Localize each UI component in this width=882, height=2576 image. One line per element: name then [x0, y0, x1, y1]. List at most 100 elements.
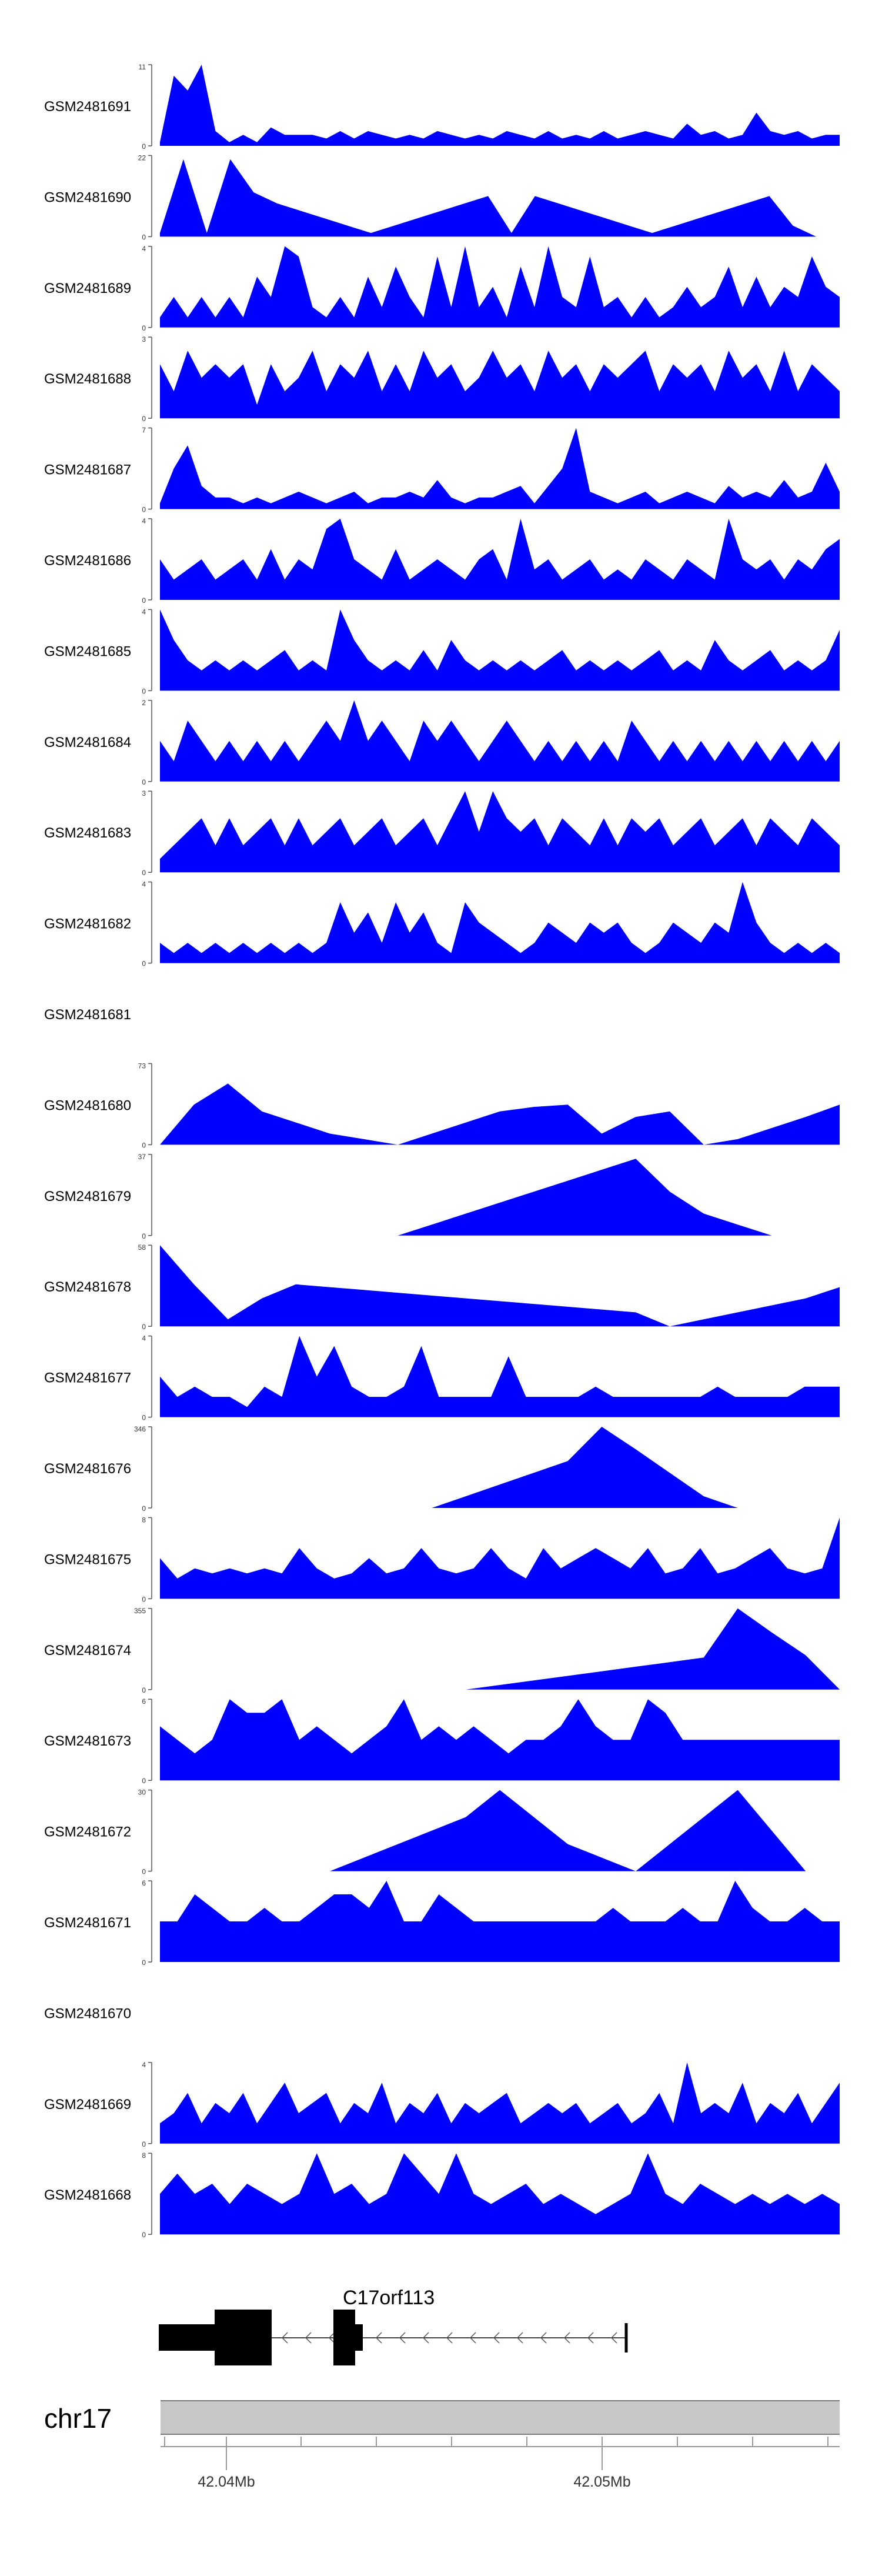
chromosome-ideogram: chr17 42.04Mb 42.05Mb: [44, 2400, 840, 2490]
track-GSM2481670: GSM2481670: [44, 2006, 131, 2021]
y-axis-min-label: 0: [142, 415, 146, 423]
y-axis-max-label: 3: [142, 789, 146, 798]
intron-arrow: [422, 2332, 429, 2344]
exon-small: [333, 2310, 355, 2365]
y-axis-max-label: 4: [142, 1334, 146, 1343]
track-label: GSM2481690: [44, 189, 131, 205]
intron-arrow: [516, 2332, 523, 2344]
axis-ticks: [164, 2437, 828, 2470]
axis-tick-label-2: 42.05Mb: [573, 2474, 630, 2490]
intron-arrow: [493, 2332, 500, 2344]
y-axis-max-label: 6: [142, 1697, 146, 1706]
y-axis-min-label: 0: [142, 778, 146, 786]
signal-area: [160, 1083, 840, 1145]
track-GSM2481671: GSM2481671 6 0: [44, 1879, 840, 1967]
intron-arrow: [305, 2332, 312, 2344]
track-label: GSM2481686: [44, 553, 131, 569]
track-GSM2481687: GSM2481687 7 0: [44, 426, 840, 514]
signal-area: [160, 1427, 840, 1508]
y-axis-max-label: 22: [138, 154, 146, 162]
y-axis-min-label: 0: [142, 2231, 146, 2239]
y-axis-min-label: 0: [142, 1141, 146, 1149]
y-axis-min-label: 0: [142, 1868, 146, 1876]
track-GSM2481668: GSM2481668 8 0: [44, 2151, 840, 2239]
gene-track: C17orf113: [159, 2287, 628, 2365]
track-label: GSM2481676: [44, 1461, 131, 1477]
signal-area: [160, 2062, 840, 2144]
track-label: GSM2481683: [44, 825, 131, 841]
intron-arrow: [587, 2332, 594, 2344]
intron-arrow: [446, 2332, 453, 2344]
track-GSM2481680: GSM2481680 73 0: [44, 1062, 840, 1149]
y-axis-min-label: 0: [142, 1323, 146, 1331]
y-axis-min-label: 0: [142, 324, 146, 332]
signal-area: [160, 1159, 840, 1236]
y-axis-min-label: 0: [142, 1777, 146, 1785]
track-GSM2481684: GSM2481684 2 0: [44, 699, 840, 786]
y-axis-min-label: 0: [142, 506, 146, 514]
signal-area: [160, 1790, 840, 1871]
track-GSM2481669: GSM2481669 4 0: [44, 2061, 840, 2148]
track-label: GSM2481681: [44, 1007, 131, 1023]
y-axis-min-label: 0: [142, 2140, 146, 2148]
exon-coding: [215, 2310, 272, 2365]
intron-arrow: [540, 2332, 547, 2344]
signal-area: [160, 1336, 840, 1417]
track-GSM2481678: GSM2481678 58 0: [44, 1243, 840, 1331]
y-axis-min-label: 0: [142, 1958, 146, 1967]
track-label: GSM2481674: [44, 1643, 131, 1659]
y-axis-max-label: 3: [142, 335, 146, 343]
track-GSM2481675: GSM2481675 8 0: [44, 1516, 840, 1603]
track-label: GSM2481687: [44, 462, 131, 478]
track-GSM2481691: GSM2481691 11 0: [44, 63, 840, 151]
track-label: GSM2481669: [44, 2097, 131, 2113]
track-GSM2481689: GSM2481689 4 0: [44, 245, 840, 332]
axis-tick-label-1: 42.04Mb: [198, 2474, 255, 2490]
y-axis-min-label: 0: [142, 233, 146, 241]
track-label: GSM2481671: [44, 1915, 131, 1931]
track-GSM2481677: GSM2481677 4 0: [44, 1334, 840, 1422]
track-GSM2481676: GSM2481676 346 0: [44, 1425, 840, 1513]
signal-area: [160, 65, 840, 146]
signal-area: [160, 609, 840, 691]
track-label: GSM2481680: [44, 1097, 131, 1113]
track-GSM2481686: GSM2481686 4 0: [44, 517, 840, 605]
track-label: GSM2481691: [44, 99, 131, 115]
intron-arrows: [281, 2332, 617, 2344]
track-label: GSM2481685: [44, 643, 131, 659]
y-axis-max-label: 6: [142, 1879, 146, 1887]
y-axis-max-label: 4: [142, 245, 146, 253]
track-label: GSM2481682: [44, 916, 131, 932]
y-axis-max-label: 7: [142, 426, 146, 435]
track-label: GSM2481670: [44, 2006, 131, 2021]
y-axis-max-label: 8: [142, 1516, 146, 1524]
signal-area: [160, 1608, 840, 1690]
track-label: GSM2481689: [44, 281, 131, 296]
track-GSM2481681: GSM2481681: [44, 1007, 131, 1023]
chromosome-label: chr17: [44, 2403, 112, 2434]
y-axis-max-label: 8: [142, 2151, 146, 2160]
y-axis-max-label: 73: [138, 1062, 146, 1070]
y-axis-max-label: 58: [138, 1243, 146, 1252]
y-axis-min-label: 0: [142, 1504, 146, 1513]
track-GSM2481674: GSM2481674 355 0: [44, 1607, 840, 1694]
signal-area: [160, 246, 840, 328]
gene-label: C17orf113: [343, 2287, 435, 2309]
track-label: GSM2481675: [44, 1551, 131, 1567]
ideogram-band: [161, 2401, 840, 2434]
signal-area: [160, 159, 840, 237]
signal-area: [160, 1699, 840, 1781]
y-axis-max-label: 4: [142, 880, 146, 889]
track-label: GSM2481688: [44, 371, 131, 387]
track-label: GSM2481668: [44, 2187, 131, 2203]
y-axis-max-label: 11: [139, 63, 146, 71]
y-axis-max-label: 30: [138, 1788, 146, 1797]
signal-area: [160, 1245, 840, 1327]
y-axis-min-label: 0: [142, 596, 146, 605]
intron-arrow: [399, 2332, 406, 2344]
signal-area: [160, 1517, 840, 1599]
track-label: GSM2481677: [44, 1370, 131, 1386]
intron-arrow: [375, 2332, 382, 2344]
y-axis-min-label: 0: [142, 869, 146, 877]
